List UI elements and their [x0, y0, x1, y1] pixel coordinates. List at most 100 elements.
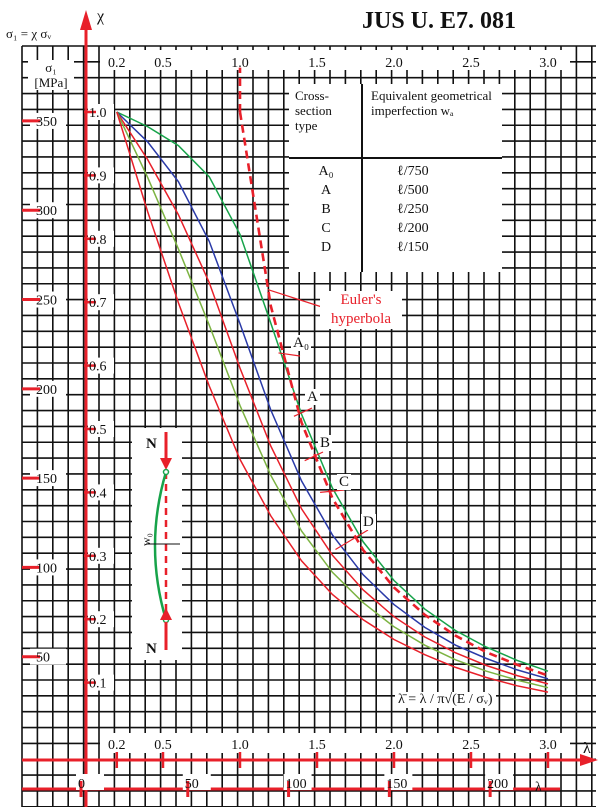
- chi-tick-bg: [88, 294, 114, 311]
- column-sketch: N N w₀: [132, 428, 182, 660]
- legend-divider-vertical: [361, 84, 363, 272]
- lambda-axis-label: λ: [535, 780, 542, 795]
- chi-tick-bg: [88, 674, 114, 691]
- curve-label-a: A: [305, 389, 320, 405]
- sigma-tick-bg: [30, 559, 66, 576]
- sigma-tick-label: 200: [36, 383, 57, 398]
- lambda-bar-tick-top: 0.5: [154, 56, 172, 71]
- curve-d: [116, 111, 549, 693]
- lambda-bar-tick-bottom: 2.5: [462, 738, 480, 753]
- imperfection-legend: Cross-section type Equivalent geometrica…: [289, 84, 502, 272]
- lambda-bar-tick-bottom: 3.0: [539, 738, 557, 753]
- lambda-bar-tick-bottom: 0.2: [108, 738, 126, 753]
- leader-line: [267, 288, 326, 309]
- euler-hyperbola-label: Euler's hyperbola: [320, 291, 402, 329]
- lambda-tick-bg: [384, 774, 413, 790]
- sigma-tick-label: 150: [36, 472, 57, 487]
- leader-line: [293, 407, 313, 417]
- sigma-tick-bg: [30, 112, 66, 129]
- lambda-bar-tick-top: 0.2: [108, 56, 126, 71]
- legend-imperfection: ℓ/250: [397, 202, 429, 217]
- chi-tick-label: 0.6: [89, 360, 107, 375]
- curve-leader-lines: [267, 288, 369, 550]
- curve-c: [116, 111, 549, 689]
- sigma-tick-label: 50: [36, 651, 50, 666]
- sigma-tick-bg: [30, 380, 66, 397]
- chi-tick-label: 0.2: [89, 613, 107, 628]
- lambda-tick-label: 100: [286, 777, 307, 792]
- lambda-tick-label: 150: [386, 777, 407, 792]
- legend-imperfection: ℓ/200: [397, 221, 429, 236]
- lambda-tick-bg: [485, 774, 514, 790]
- arrow-up-icon: [160, 608, 172, 620]
- column-sketch-drawing: N N w₀: [139, 432, 180, 657]
- lambda-tick-bg: [283, 774, 312, 790]
- force-label-top: N: [146, 436, 157, 452]
- lambda-bar-tick-bottom: 0.5: [154, 738, 172, 753]
- sigma-unit-label: σ₁ [MPa]: [28, 60, 74, 90]
- leader-line: [304, 451, 324, 462]
- legend-imperfection: ℓ/750: [397, 164, 429, 179]
- pin-top-icon: [162, 468, 170, 476]
- chi-tick-bg: [88, 357, 114, 374]
- sigma-unit-mpa: [MPa]: [34, 75, 68, 90]
- chi-tick-bg: [88, 230, 114, 247]
- chi-tick-label: 0.1: [89, 677, 107, 692]
- legend-type: A: [320, 183, 332, 198]
- sigma-tick-label: 250: [36, 294, 57, 309]
- legend-type: D: [320, 240, 332, 255]
- chi-axis-label: χ: [97, 8, 105, 25]
- chi-tick-label: 0.3: [89, 550, 107, 565]
- curve-label-a0: A₀: [291, 335, 312, 351]
- lambda-bar-tick-top: 3.0: [539, 56, 557, 71]
- chi-tick-label: 0.7: [89, 296, 107, 311]
- lambda-bar-tick-bottom: 1.0: [231, 738, 249, 753]
- leader-line: [278, 352, 301, 357]
- curve-label-d: D: [361, 514, 376, 530]
- tick-labels: 1.0 0.9 0.8 0.7 0.6 0.5 0.4 0.3 0.2 0.1 350 300 250 2…: [22, 56, 557, 797]
- chi-tick-bg: [88, 104, 114, 120]
- force-label-bottom: N: [146, 641, 157, 657]
- lambda-tick-label: 200: [487, 777, 508, 792]
- bottom-tick-band: [100, 733, 570, 753]
- sigma-tick-label: 350: [36, 115, 57, 130]
- sigma-tick-bg: [30, 202, 66, 219]
- curve-a: [116, 111, 549, 680]
- lambda-tick-bg: [76, 774, 104, 790]
- curve-a0: [116, 111, 549, 672]
- chi-tick-label: 0.5: [89, 423, 107, 438]
- legend-type: C: [321, 221, 331, 236]
- curve-label-b: B: [318, 435, 333, 451]
- chi-tick-label: 0.8: [89, 233, 107, 248]
- sigma-tick-bg: [30, 648, 66, 665]
- sigma-tick-label: 300: [36, 204, 57, 219]
- lambda-tick-label: 0: [78, 777, 85, 792]
- deflected-column-curve: [153, 471, 168, 621]
- chi-tick-bg: [88, 421, 114, 437]
- arrow-down-icon: [160, 458, 172, 470]
- chi-tick-bg: [88, 167, 114, 184]
- lambda-bar-axis-label: λ̄: [583, 740, 591, 757]
- legend-type: B: [321, 202, 331, 217]
- euler-hyperbola-curve: [238, 111, 549, 677]
- legend-imperfection: ℓ/500: [397, 183, 429, 198]
- chi-tick-bg: [88, 611, 114, 628]
- curve-b: [116, 111, 549, 685]
- chi-tick-label: 0.4: [89, 486, 107, 501]
- chi-tick-label: 1.0: [89, 106, 107, 121]
- slenderness-formula: λ̄ = λ / π√(E / σᵥ): [395, 692, 496, 708]
- sigma-tick-bg: [30, 470, 66, 487]
- leader-line: [335, 529, 369, 550]
- curve-label-c: C: [337, 474, 352, 490]
- lambda-bar-tick-bottom: 2.0: [385, 738, 403, 753]
- lambda-tick-bg: [182, 774, 211, 790]
- chi-axis-arrow-icon: [80, 10, 92, 30]
- w0-label: w₀: [139, 533, 153, 546]
- sigma-definition: σ₁ = χ σᵥ: [6, 26, 52, 41]
- sigma-tick-label: 100: [36, 561, 57, 576]
